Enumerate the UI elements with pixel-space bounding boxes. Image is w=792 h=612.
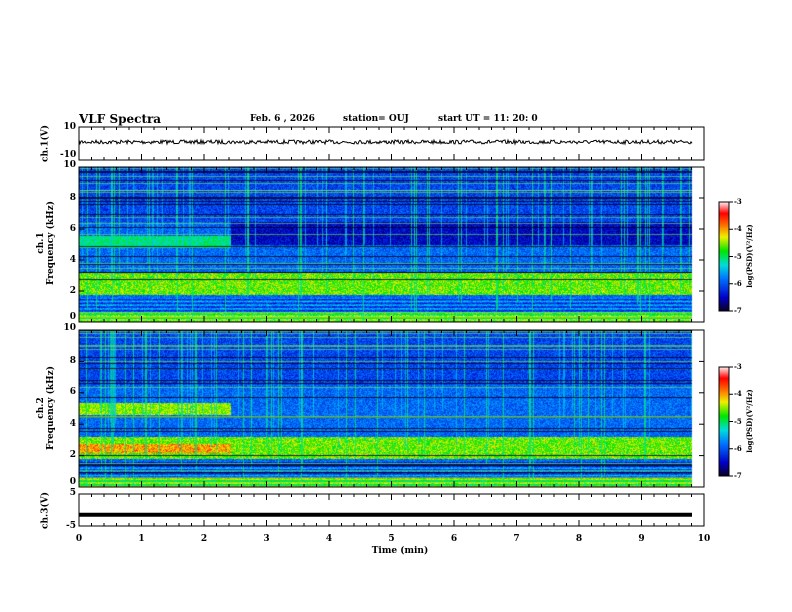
- panel-frame: [78, 329, 705, 488]
- colorbar-tick-label: -5: [734, 416, 742, 426]
- ch1-spectrogram: [79, 167, 704, 322]
- x-tick-label: 8: [575, 534, 583, 544]
- x-axis-label: Time (min): [371, 546, 429, 556]
- ch1-ylabel: ch.1(V): [40, 125, 51, 162]
- ch3-ytick: 5: [69, 488, 76, 498]
- spec-ytick: 2: [69, 285, 76, 296]
- spec-ytick: 4: [69, 254, 76, 265]
- x-tick-label: 7: [513, 534, 520, 544]
- spec-ytick: 2: [69, 450, 76, 461]
- colorbar-tick-label: -7: [734, 306, 742, 315]
- spec-ytick: 6: [69, 387, 76, 398]
- spec-ytick: 8: [69, 192, 76, 203]
- x-tick-label: 4: [325, 534, 333, 544]
- spec-ytick: 8: [69, 355, 76, 366]
- colorbar-ch1: [719, 202, 729, 311]
- spec-ytick: 4: [69, 418, 76, 429]
- x-tick-label: 2: [200, 534, 208, 544]
- ch2-spec-ylabel-ch: ch.2: [36, 397, 46, 419]
- spec-ytick: 10: [63, 323, 76, 333]
- colorbar-frame: [718, 201, 730, 312]
- ch3-ytick: -5: [66, 521, 76, 531]
- spec-ytick: 10: [63, 160, 76, 170]
- colorbar-tick-label: -3: [734, 362, 742, 371]
- colorbar-ch2-label: log(PSD)(V²/Hz): [745, 389, 754, 453]
- x-tick-label: 6: [450, 534, 458, 544]
- colorbar-tick-label: -3: [734, 197, 742, 206]
- spec-ytick: 0: [69, 312, 76, 322]
- chart-title: VLF Spectra: [79, 112, 162, 126]
- x-tick-label: 3: [263, 534, 270, 544]
- x-tick-label: 5: [388, 534, 395, 544]
- x-tick-label: 9: [638, 534, 645, 544]
- ch2-spec-ylabel: ch.2 Frequency (kHz): [36, 363, 56, 453]
- ch2-spectrogram: [79, 330, 704, 487]
- ch1-spec-ylabel: ch.1 Frequency (kHz): [36, 198, 56, 288]
- panel-frame: [78, 166, 705, 323]
- ch2-spec-ylabel-freq: Frequency (kHz): [46, 366, 56, 451]
- ch1-waveform-line: [78, 138, 693, 146]
- ch1-spec-ylabel-freq: Frequency (kHz): [46, 201, 56, 286]
- spec-ytick: 0: [69, 477, 76, 487]
- ch1-ytick: -10: [60, 150, 77, 160]
- colorbar-ch1-label: log(PSD)(V²/Hz): [745, 224, 754, 288]
- x-tick-label: 10: [697, 534, 711, 544]
- x-tick-label: 1: [138, 534, 145, 544]
- colorbar-tick-label: -4: [734, 389, 742, 399]
- ch1-spec-ylabel-ch: ch.1: [36, 232, 46, 254]
- x-tick-label: 0: [75, 534, 83, 544]
- date-label: Feb. 6 , 2026: [250, 114, 315, 124]
- colorbar-tick-label: -6: [734, 278, 742, 288]
- colorbar-tick-label: -5: [734, 251, 742, 261]
- colorbar-tick-label: -6: [734, 443, 742, 453]
- ch3-ylabel: ch.3(V): [40, 492, 51, 529]
- colorbar-tick-label: -4: [734, 224, 742, 234]
- colorbar-tick-label: -7: [734, 471, 742, 480]
- station-label: station= OUJ: [343, 114, 409, 124]
- colorbar-ch2: [719, 367, 729, 476]
- spec-ytick: 6: [69, 223, 76, 234]
- colorbar-frame: [718, 366, 730, 477]
- ch1-ytick: 10: [63, 122, 76, 132]
- start-time-label: start UT = 11: 20: 0: [438, 114, 538, 124]
